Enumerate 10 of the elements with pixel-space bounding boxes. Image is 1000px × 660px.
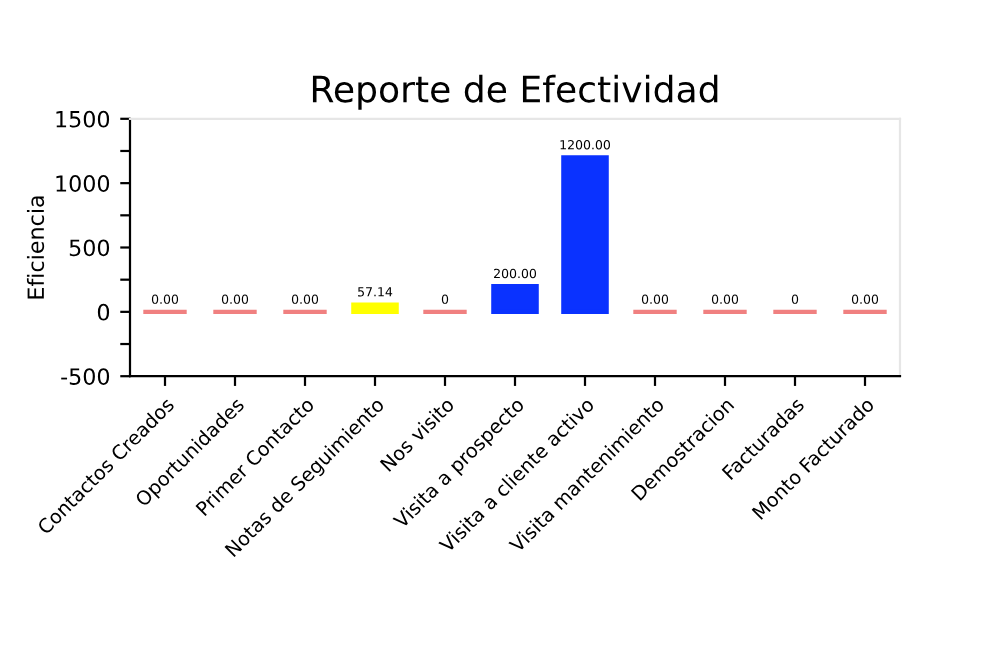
bar bbox=[351, 302, 399, 314]
y-axis-title: Eficiencia bbox=[26, 196, 45, 299]
bar bbox=[491, 284, 539, 314]
chart-title: Reporte de Efectividad bbox=[312, 74, 718, 110]
y-tick-label: 500 bbox=[69, 239, 110, 257]
y-tick-label: 0 bbox=[97, 303, 110, 321]
y-tick-label: 1500 bbox=[56, 110, 110, 128]
y-tick-label: -500 bbox=[61, 368, 110, 385]
y-tick-label: 1000 bbox=[56, 175, 110, 192]
bar bbox=[561, 155, 609, 314]
